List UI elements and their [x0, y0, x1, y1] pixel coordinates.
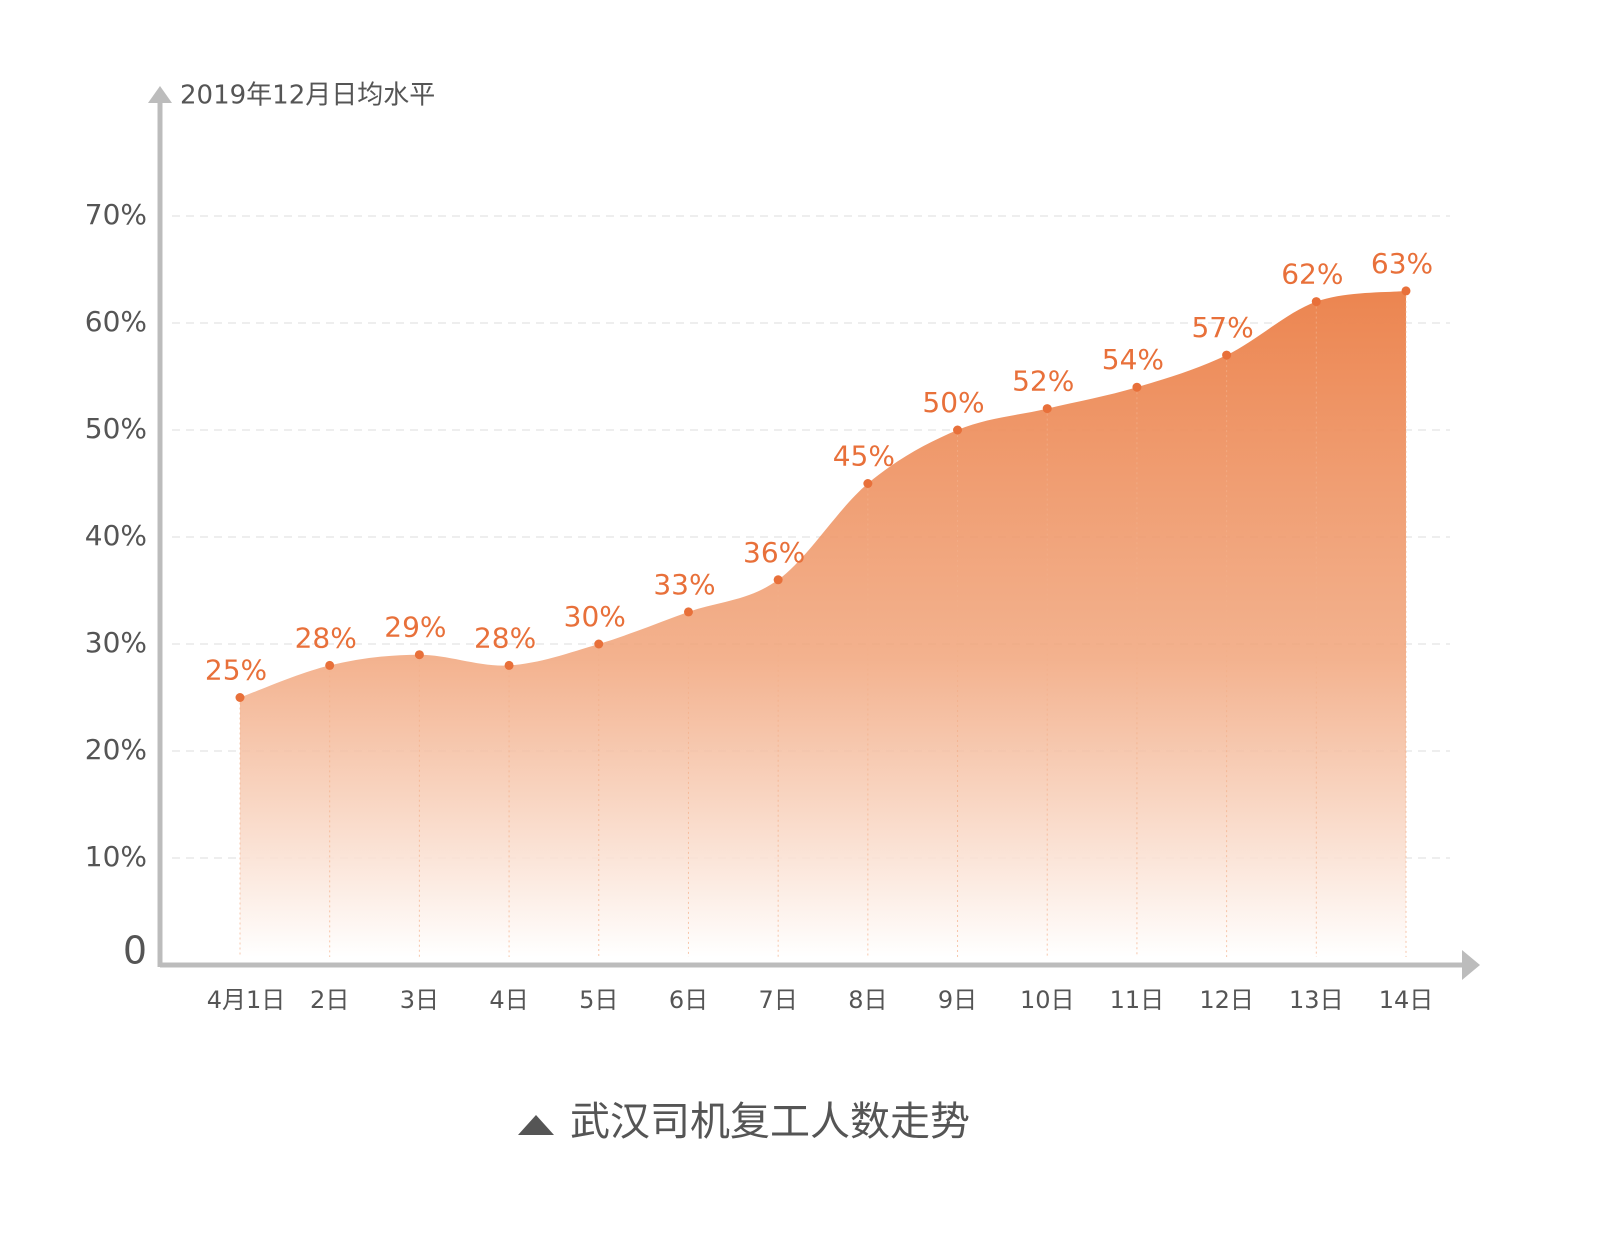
- y-tick-label: 20%: [85, 733, 147, 766]
- x-axis-arrow: [1462, 950, 1480, 980]
- point: [863, 479, 873, 488]
- point: [1401, 286, 1411, 296]
- point: [1222, 350, 1232, 360]
- y-axis-label: 2019年12月日均水平: [180, 81, 435, 111]
- point: [1132, 382, 1142, 392]
- x-tick-label: 5日: [579, 986, 618, 1014]
- x-tick-label: 9日: [938, 986, 977, 1014]
- x-tick-label: 2日: [310, 986, 349, 1014]
- x-tick-label: 8日: [848, 986, 887, 1014]
- value-label: 33%: [653, 568, 715, 601]
- value-label: 57%: [1191, 311, 1253, 344]
- y-tick-label: 30%: [85, 626, 147, 659]
- x-tick-label: 11日: [1110, 986, 1165, 1014]
- x-tick-label: 4月1日: [207, 986, 286, 1014]
- y-tick-label: 10%: [85, 840, 147, 873]
- y-axis-arrow: [148, 86, 172, 103]
- point: [235, 693, 245, 702]
- value-label: 62%: [1281, 258, 1343, 291]
- value-label: 54%: [1102, 343, 1164, 376]
- area: [240, 290, 1406, 957]
- caption-icon: [518, 1115, 554, 1135]
- point: [325, 660, 335, 670]
- x-tick-label: 10日: [1020, 986, 1075, 1014]
- x-tick-label: 12日: [1199, 986, 1254, 1014]
- x-tick-label: 13日: [1289, 986, 1344, 1014]
- value-label: 25%: [205, 654, 267, 687]
- point: [683, 607, 693, 617]
- point: [953, 425, 963, 435]
- point: [773, 575, 783, 585]
- y-tick-label: 70%: [85, 198, 147, 231]
- x-tick-label: 14日: [1379, 986, 1434, 1014]
- y-tick-label: 40%: [85, 519, 147, 552]
- y-tick-label: 50%: [85, 412, 147, 445]
- point: [1311, 297, 1321, 307]
- value-label: 52%: [1012, 365, 1074, 398]
- point: [594, 639, 604, 649]
- y-tick-label: 0: [123, 929, 147, 973]
- x-tick-label: 4日: [489, 986, 528, 1014]
- x-tick-label: 7日: [759, 986, 798, 1014]
- value-label: 45%: [833, 440, 895, 473]
- value-label: 28%: [474, 621, 536, 654]
- value-label: 30%: [564, 600, 626, 633]
- value-label: 28%: [295, 621, 357, 654]
- chart-title: 武汉司机复工人数走势: [570, 1099, 970, 1145]
- point: [1042, 404, 1052, 414]
- value-label: 63%: [1371, 247, 1433, 280]
- value-label: 29%: [384, 611, 446, 644]
- value-label: 36%: [743, 536, 805, 569]
- point: [504, 660, 514, 670]
- y-tick-label: 60%: [85, 305, 147, 338]
- point: [414, 650, 424, 660]
- x-tick-label: 6日: [669, 986, 708, 1014]
- value-label: 50%: [922, 386, 984, 419]
- x-tick-label: 3日: [400, 986, 439, 1014]
